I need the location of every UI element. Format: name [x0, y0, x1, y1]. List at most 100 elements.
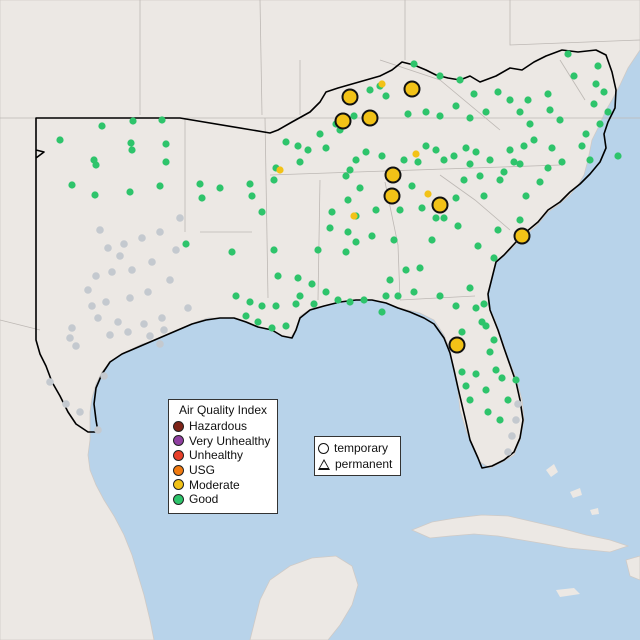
site-marker-inactive[interactable] — [176, 214, 184, 222]
site-marker-good[interactable] — [360, 296, 368, 304]
site-marker-good[interactable] — [326, 224, 334, 232]
site-marker-good[interactable] — [470, 90, 478, 98]
site-marker-inactive[interactable] — [100, 372, 108, 380]
site-marker-good[interactable] — [182, 240, 190, 248]
site-marker-good[interactable] — [592, 80, 600, 88]
site-marker-inactive[interactable] — [144, 288, 152, 296]
site-marker-good[interactable] — [216, 184, 224, 192]
site-marker-good[interactable] — [476, 172, 484, 180]
site-marker-good[interactable] — [454, 222, 462, 230]
site-marker-good[interactable] — [486, 348, 494, 356]
site-marker-good[interactable] — [416, 264, 424, 272]
site-marker-good[interactable] — [498, 374, 506, 382]
site-marker-good[interactable] — [614, 152, 622, 160]
site-marker-good[interactable] — [248, 192, 256, 200]
site-marker-moderate[interactable] — [378, 80, 386, 88]
site-marker-good[interactable] — [466, 396, 474, 404]
site-marker-good[interactable] — [322, 288, 330, 296]
site-marker-good[interactable] — [378, 308, 386, 316]
site-marker-good[interactable] — [440, 214, 448, 222]
site-marker-good[interactable] — [472, 148, 480, 156]
site-marker-good[interactable] — [344, 228, 352, 236]
site-marker-good[interactable] — [456, 76, 464, 84]
site-marker-good[interactable] — [408, 182, 416, 190]
site-marker-good[interactable] — [410, 60, 418, 68]
site-marker-good[interactable] — [346, 298, 354, 306]
site-marker-moderate-temporary[interactable] — [383, 187, 401, 205]
site-marker-good[interactable] — [450, 152, 458, 160]
site-marker-inactive[interactable] — [172, 246, 180, 254]
site-marker-good[interactable] — [246, 298, 254, 306]
site-marker-good[interactable] — [578, 142, 586, 150]
site-marker-good[interactable] — [516, 108, 524, 116]
site-marker-good[interactable] — [304, 146, 312, 154]
site-marker-good[interactable] — [564, 50, 572, 58]
site-marker-good[interactable] — [372, 206, 380, 214]
site-marker-good[interactable] — [156, 182, 164, 190]
site-marker-good[interactable] — [98, 122, 106, 130]
site-marker-good[interactable] — [482, 108, 490, 116]
site-marker-inactive[interactable] — [92, 272, 100, 280]
site-marker-good[interactable] — [314, 246, 322, 254]
site-marker-good[interactable] — [482, 386, 490, 394]
site-marker-good[interactable] — [428, 236, 436, 244]
site-marker-good[interactable] — [484, 408, 492, 416]
site-marker-good[interactable] — [228, 248, 236, 256]
site-marker-good[interactable] — [544, 164, 552, 172]
site-marker-inactive[interactable] — [106, 331, 114, 339]
site-marker-moderate-temporary[interactable] — [334, 112, 352, 130]
site-marker-good[interactable] — [196, 180, 204, 188]
site-marker-inactive[interactable] — [158, 314, 166, 322]
site-marker-inactive[interactable] — [84, 286, 92, 294]
site-marker-good[interactable] — [548, 144, 556, 152]
site-marker-good[interactable] — [522, 192, 530, 200]
site-marker-good[interactable] — [310, 300, 318, 308]
site-marker-good[interactable] — [414, 158, 422, 166]
site-marker-good[interactable] — [422, 108, 430, 116]
site-marker-inactive[interactable] — [184, 304, 192, 312]
site-marker-good[interactable] — [490, 254, 498, 262]
site-marker-good[interactable] — [586, 156, 594, 164]
site-marker-inactive[interactable] — [66, 334, 74, 342]
site-marker-moderate-temporary[interactable] — [341, 88, 359, 106]
site-marker-inactive[interactable] — [68, 324, 76, 332]
site-marker-good[interactable] — [328, 208, 336, 216]
site-marker-good[interactable] — [494, 226, 502, 234]
site-marker-inactive[interactable] — [124, 328, 132, 336]
site-marker-good[interactable] — [56, 136, 64, 144]
site-marker-good[interactable] — [294, 274, 302, 282]
site-marker-good[interactable] — [436, 72, 444, 80]
site-marker-good[interactable] — [126, 188, 134, 196]
site-marker-good[interactable] — [316, 130, 324, 138]
site-marker-good[interactable] — [472, 370, 480, 378]
site-marker-good[interactable] — [422, 142, 430, 150]
site-marker-good[interactable] — [352, 238, 360, 246]
site-marker-good[interactable] — [458, 368, 466, 376]
site-marker-good[interactable] — [582, 130, 590, 138]
site-marker-good[interactable] — [162, 158, 170, 166]
site-marker-good[interactable] — [270, 176, 278, 184]
site-marker-good[interactable] — [350, 112, 358, 120]
site-marker-good[interactable] — [480, 192, 488, 200]
site-marker-good[interactable] — [386, 276, 394, 284]
site-marker-good[interactable] — [382, 292, 390, 300]
site-marker-good[interactable] — [462, 382, 470, 390]
site-marker-moderate-temporary[interactable] — [403, 80, 421, 98]
site-marker-inactive[interactable] — [512, 416, 520, 424]
site-marker-good[interactable] — [242, 312, 250, 320]
site-marker-good[interactable] — [496, 416, 504, 424]
site-marker-good[interactable] — [516, 216, 524, 224]
site-marker-good[interactable] — [506, 146, 514, 154]
site-marker-moderate-temporary[interactable] — [448, 336, 466, 354]
site-marker-good[interactable] — [394, 292, 402, 300]
site-marker-good[interactable] — [356, 184, 364, 192]
site-marker-good[interactable] — [494, 88, 502, 96]
site-marker-inactive[interactable] — [128, 266, 136, 274]
site-marker-good[interactable] — [436, 292, 444, 300]
site-marker-good[interactable] — [466, 284, 474, 292]
site-marker-good[interactable] — [396, 206, 404, 214]
site-marker-inactive[interactable] — [46, 378, 54, 386]
site-marker-good[interactable] — [366, 86, 374, 94]
site-marker-inactive[interactable] — [76, 408, 84, 416]
site-marker-good[interactable] — [274, 272, 282, 280]
